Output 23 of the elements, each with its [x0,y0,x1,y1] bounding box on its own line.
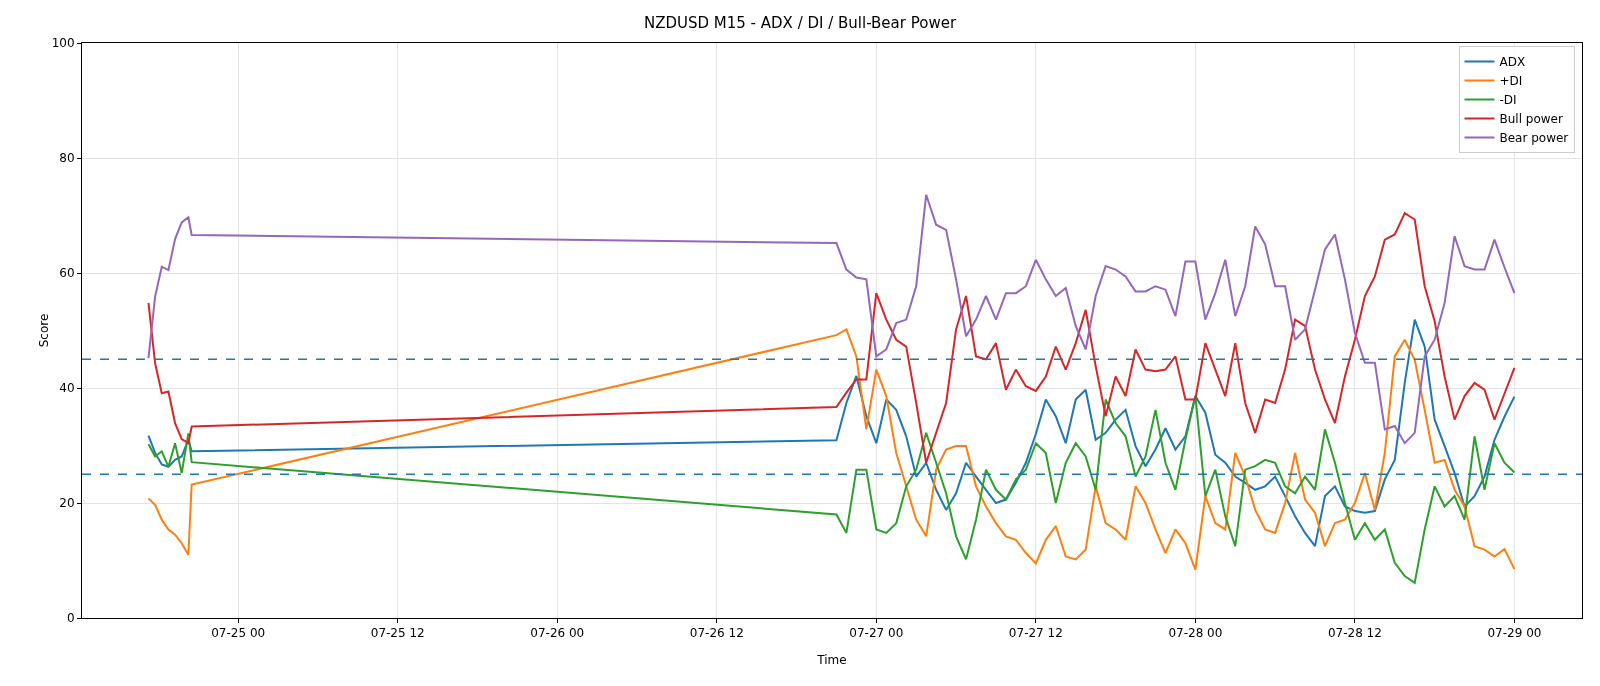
x-tick-label: 07-29 00 [1487,626,1542,641]
x-tick-label: 07-25 12 [370,626,425,641]
legend-label: Bull power [1499,112,1563,127]
legend-label: -DI [1499,93,1517,108]
x-tick-label: 07-27 00 [849,626,904,641]
y-tick-label: 20 [59,496,75,511]
x-tick-label: 07-26 12 [689,626,744,641]
x-axis-title: Time [816,653,847,667]
y-tick-label: 80 [59,151,75,166]
y-axis-title: Score [37,313,51,348]
x-tick-label: 07-25 00 [211,626,266,641]
y-tick-label: 0 [66,611,75,626]
chart-title: NZDUSD M15 - ADX / DI / Bull-Bear Power [643,13,957,32]
y-tick-label: 60 [59,266,75,281]
y-tick-label: 100 [51,36,75,51]
x-tick-label: 07-27 12 [1008,626,1063,641]
x-tick-label: 07-28 00 [1168,626,1223,641]
y-tick-label: 40 [59,381,75,396]
legend-label: Bear power [1499,131,1569,146]
legend-label: ADX [1499,55,1526,70]
x-tick-label: 07-28 12 [1327,626,1382,641]
legend-label: +DI [1499,74,1523,89]
x-tick-label: 07-26 00 [530,626,585,641]
